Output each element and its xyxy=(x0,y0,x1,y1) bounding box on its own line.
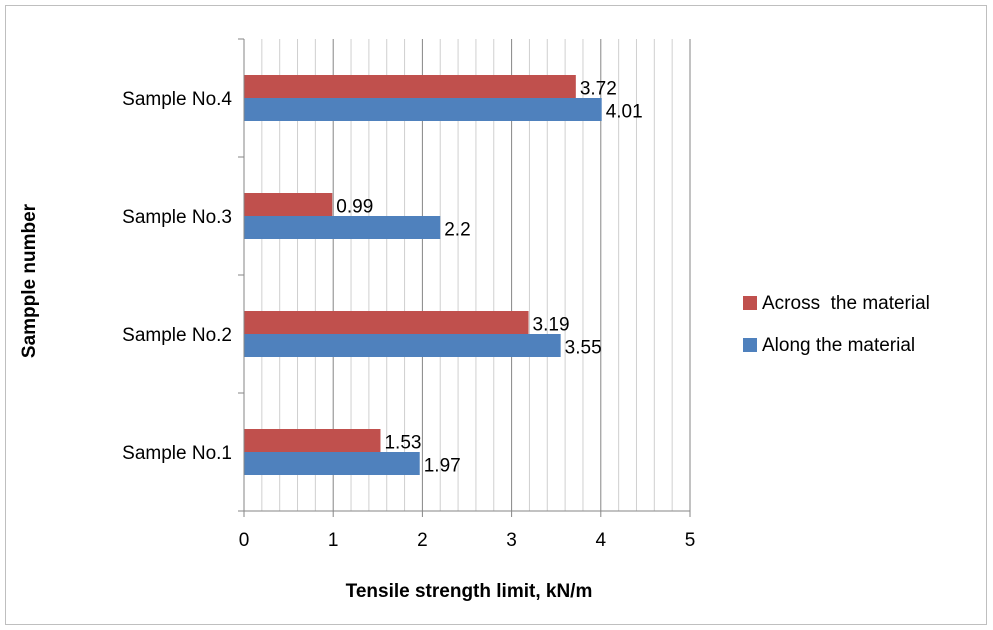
bar-across-2 xyxy=(244,311,529,334)
legend-label-across: Across the material xyxy=(762,293,930,314)
bar-across-1 xyxy=(244,429,381,452)
bar-along-2 xyxy=(244,334,561,357)
bar-along-1 xyxy=(244,452,420,475)
data-labels: 1.971.53 3.553.19 2.2 0.99 4.013.72 xyxy=(336,79,642,477)
x-tick-label: 5 xyxy=(685,530,696,551)
x-tick-label: 3 xyxy=(506,530,517,551)
bar-chart: Sample No.1 Sample No.2 Sample No.3 Sample … xyxy=(19,38,930,602)
x-tick-label: 4 xyxy=(596,530,607,551)
data-label: 1.53 xyxy=(384,433,421,454)
legend-swatch-along xyxy=(743,338,757,352)
x-tick-label: 2 xyxy=(417,530,428,551)
bars xyxy=(244,75,602,475)
data-label: 0.99 xyxy=(336,197,373,218)
data-label: 1.97 xyxy=(424,456,461,477)
data-label: 3.55 xyxy=(565,338,602,359)
bar-along-3 xyxy=(244,216,441,239)
y-tick-label: Sample No.4 xyxy=(122,89,232,110)
legend-swatch-across xyxy=(743,296,757,310)
x-tick-label: 1 xyxy=(328,530,339,551)
data-label: 3.19 xyxy=(533,315,570,336)
y-tick-label: Sample No.3 xyxy=(122,207,232,228)
legend-label-along: Along the material xyxy=(762,335,915,356)
axes: Sample No.1 Sample No.2 Sample No.3 Sample … xyxy=(122,38,696,551)
bar-across-4 xyxy=(244,75,576,98)
data-label: 4.01 xyxy=(606,102,643,123)
y-tick-label: Sample No.1 xyxy=(122,443,232,464)
bar-along-4 xyxy=(244,98,602,121)
data-label: 3.72 xyxy=(580,79,617,100)
y-tick-label: Sample No.2 xyxy=(122,325,232,346)
chart-frame: Sample No.1 Sample No.2 Sample No.3 Sample … xyxy=(5,5,987,625)
x-axis-title: Tensile strength limit, kN/m xyxy=(346,581,593,602)
data-label: 2.2 xyxy=(444,220,470,241)
legend: Across the material Along the material xyxy=(743,293,930,356)
y-axis-title: Sampple number xyxy=(19,203,40,358)
x-tick-label: 0 xyxy=(239,530,250,551)
bar-across-3 xyxy=(244,193,333,216)
